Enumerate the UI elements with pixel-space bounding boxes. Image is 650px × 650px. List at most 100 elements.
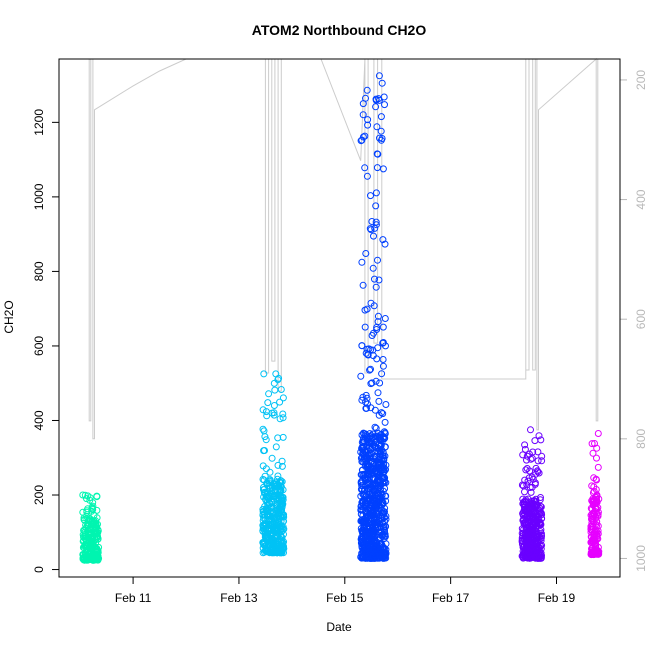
data-point: [372, 510, 380, 518]
data-point: [371, 488, 379, 495]
data-point: [373, 525, 381, 533]
data-point: [358, 431, 366, 439]
data-point: [380, 464, 388, 472]
data-point: [365, 450, 373, 458]
data-point: [359, 100, 367, 108]
data-point: [359, 133, 367, 141]
data-point: [375, 460, 383, 468]
data-point: [381, 315, 389, 322]
data-point: [359, 554, 367, 562]
y-tick-label: 600: [32, 336, 46, 356]
data-point: [379, 500, 387, 508]
data-point: [83, 508, 91, 516]
data-point: [367, 192, 374, 200]
data-point: [360, 518, 368, 526]
data-point: [274, 521, 282, 529]
data-point: [369, 441, 377, 449]
chart-title: ATOM2 Northbound CH2O: [252, 22, 427, 38]
data-point: [590, 547, 598, 555]
data-point: [361, 323, 369, 331]
data-point: [380, 456, 387, 464]
data-point: [536, 506, 544, 514]
data-point: [278, 548, 286, 556]
data-point: [526, 553, 534, 561]
data-point: [358, 342, 366, 350]
data-point: [361, 132, 369, 140]
data-point: [267, 527, 275, 534]
data-point: [592, 486, 600, 493]
data-point: [83, 515, 91, 523]
data-point: [372, 189, 380, 197]
data-point: [371, 275, 378, 283]
data-point: [590, 532, 598, 539]
data-point: [263, 521, 271, 529]
data-point: [522, 508, 530, 516]
data-point: [534, 457, 542, 465]
data-point: [359, 436, 367, 444]
data-point: [368, 379, 376, 387]
data-point: [92, 520, 100, 528]
data-point: [261, 510, 269, 518]
data-point: [380, 477, 388, 485]
data-point: [537, 494, 544, 501]
data-point: [374, 389, 382, 397]
data-point: [373, 123, 381, 131]
data-point: [274, 518, 282, 526]
data-point: [519, 451, 527, 459]
data-point: [80, 544, 88, 552]
data-point: [587, 538, 595, 546]
data-point: [532, 470, 540, 478]
data-point: [276, 504, 284, 512]
data-point: [363, 461, 371, 469]
data-point: [375, 397, 383, 405]
data-point: [264, 399, 272, 407]
right-tick-label: 1000: [634, 545, 648, 572]
data-point: [265, 390, 273, 398]
data-point: [276, 489, 284, 497]
data-point: [261, 472, 269, 480]
data-point: [370, 453, 378, 461]
data-point: [378, 370, 386, 378]
data-point: [372, 553, 380, 561]
data-point: [271, 386, 279, 394]
data-point: [261, 488, 269, 496]
data-point: [273, 504, 281, 512]
data-point: [594, 522, 602, 530]
data-point: [373, 326, 381, 333]
data-point: [382, 492, 390, 500]
x-tick-label: Feb 15: [326, 591, 364, 605]
data-point: [369, 553, 377, 560]
right-tick-label: 200: [634, 70, 648, 90]
data-point: [525, 552, 532, 560]
data-point: [588, 482, 596, 490]
data-point: [520, 500, 528, 508]
data-point: [521, 445, 529, 453]
data-point: [592, 514, 600, 522]
data-point: [369, 346, 377, 354]
data-point: [368, 434, 376, 442]
data-point: [81, 491, 89, 499]
data-point: [373, 539, 381, 547]
data-point: [94, 552, 102, 560]
data-point: [276, 398, 284, 406]
x-tick-label: Feb 13: [220, 591, 258, 605]
data-point: [379, 356, 387, 363]
right-tick-label: 600: [634, 309, 648, 329]
data-point: [270, 409, 278, 417]
data-point: [376, 448, 384, 456]
data-point: [275, 497, 283, 505]
data-point: [259, 425, 267, 433]
data-point: [376, 134, 383, 142]
data-point: [262, 465, 270, 473]
data-point: [382, 466, 389, 474]
data-point: [379, 323, 387, 331]
data-point: [523, 481, 531, 489]
data-point: [357, 448, 365, 456]
data-point: [524, 518, 532, 526]
data-point: [261, 433, 269, 441]
data-point: [278, 528, 285, 536]
data-point: [275, 499, 283, 507]
data-point: [521, 488, 528, 496]
data-point: [519, 547, 527, 555]
data-point: [591, 440, 598, 447]
